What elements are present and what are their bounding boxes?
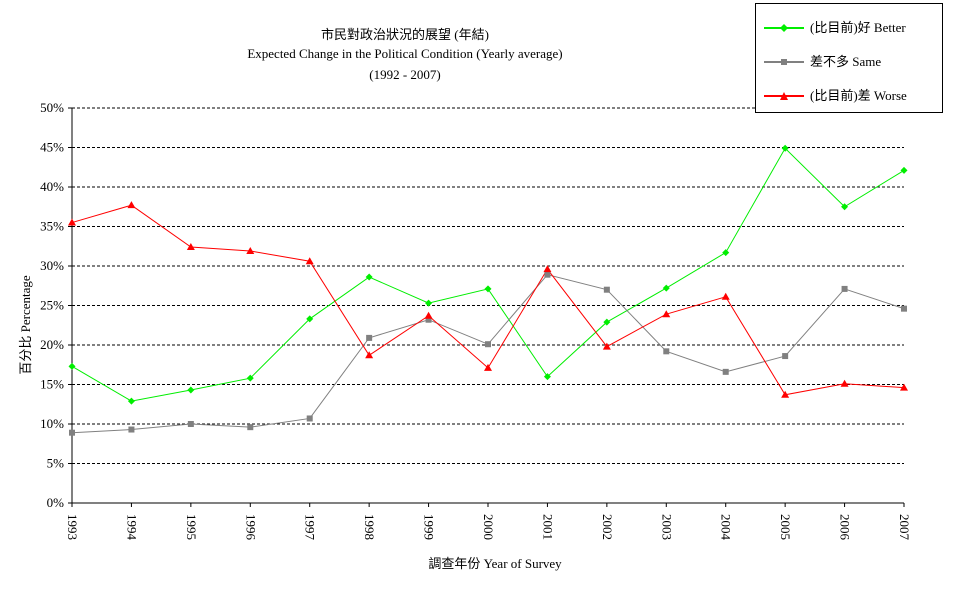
y-tick-label: 5% xyxy=(47,456,65,471)
series-line-0 xyxy=(71,147,905,402)
legend-marker-better xyxy=(780,24,788,32)
axes xyxy=(71,108,905,507)
data-point-better xyxy=(484,285,492,293)
x-tick-label: 2007 xyxy=(897,514,912,541)
y-tick-label: 40% xyxy=(40,179,64,194)
y-tick-label: 25% xyxy=(40,298,64,313)
x-tick-label: 1993 xyxy=(65,514,80,540)
data-point-better xyxy=(662,284,670,292)
y-tick-label: 15% xyxy=(40,377,64,392)
legend-label-better: (比目前)好 Better xyxy=(810,20,906,35)
data-point-same xyxy=(425,316,432,323)
chart-title-years: (1992 - 2007) xyxy=(369,67,441,82)
y-tick-label: 45% xyxy=(40,140,64,155)
x-tick-label: 2001 xyxy=(540,514,555,540)
x-tick-label: 2005 xyxy=(778,514,793,540)
x-tick-label: 1996 xyxy=(243,514,258,541)
data-point-same xyxy=(663,348,670,355)
chart-title-en: Expected Change in the Political Conditi… xyxy=(247,46,563,61)
x-tick-label: 2004 xyxy=(719,514,734,541)
data-point-same xyxy=(722,368,729,375)
data-point-better xyxy=(603,318,611,326)
data-point-same xyxy=(603,286,610,293)
data-point-worse xyxy=(246,246,255,254)
data-point-worse xyxy=(840,379,849,387)
data-point-better xyxy=(900,166,908,174)
data-point-worse xyxy=(68,218,76,226)
data-point-better xyxy=(187,386,195,394)
x-tick-label: 2006 xyxy=(838,514,853,541)
data-point-same xyxy=(841,285,848,292)
data-point-worse xyxy=(424,311,433,319)
data-point-same xyxy=(187,421,194,427)
chart-title-zh: 市民對政治狀況的展望 (年結) xyxy=(321,27,489,42)
data-point-worse xyxy=(127,201,136,209)
y-tick-label: 10% xyxy=(40,416,64,431)
data-point-same xyxy=(306,415,313,422)
data-point-better xyxy=(306,315,314,323)
data-point-better xyxy=(365,273,373,281)
data-point-same xyxy=(247,424,254,431)
legend-label-worse: (比目前)差 Worse xyxy=(810,88,907,103)
data-point-same xyxy=(544,271,551,278)
data-point-better xyxy=(781,144,789,152)
x-axis-label: 調查年份 Year of Survey xyxy=(428,556,562,571)
x-tick-label: 2002 xyxy=(600,514,615,540)
y-tick-label: 30% xyxy=(40,258,64,273)
x-tick-label: 1994 xyxy=(124,514,139,541)
data-point-worse xyxy=(365,351,374,359)
data-point-worse xyxy=(305,257,314,265)
data-point-worse xyxy=(186,243,195,251)
data-point-better xyxy=(68,362,76,370)
grid-lines xyxy=(68,107,904,504)
y-tick-label: 50% xyxy=(40,100,64,115)
series-markers xyxy=(68,144,908,436)
x-tick-label: 1995 xyxy=(184,514,199,540)
data-point-better xyxy=(425,299,433,307)
data-point-same xyxy=(69,429,75,436)
data-point-same xyxy=(366,334,373,341)
data-point-same xyxy=(782,353,789,360)
x-tick-label: 2000 xyxy=(481,514,496,540)
y-tick-label: 35% xyxy=(40,219,64,234)
data-point-better xyxy=(127,397,135,405)
y-tick-label: 20% xyxy=(40,337,64,352)
y-tick-labels: 0% 5% 10% 15% 20% 25% 30% 35% 40% 45% 50% xyxy=(40,100,64,510)
x-tick-label: 1997 xyxy=(303,514,318,541)
x-tick-label: 1999 xyxy=(422,514,437,540)
legend-marker-same xyxy=(781,59,787,65)
data-point-worse xyxy=(721,292,730,300)
data-point-better xyxy=(722,249,730,257)
data-point-better xyxy=(841,203,849,211)
legend: (比目前)好 Better 差不多 Same (比目前)差 Worse xyxy=(755,3,943,113)
legend-label-same: 差不多 Same xyxy=(810,54,882,69)
x-tick-label: 1998 xyxy=(362,514,377,540)
data-point-better xyxy=(543,373,551,381)
y-axis-label: 百分比 Percentage xyxy=(18,275,33,375)
legend-marker-worse xyxy=(780,92,788,100)
data-point-same xyxy=(128,426,135,433)
data-point-same xyxy=(485,341,491,348)
y-tick-label: 0% xyxy=(47,495,65,510)
data-point-better xyxy=(246,374,254,382)
data-point-worse xyxy=(662,310,671,318)
data-point-worse xyxy=(543,265,552,273)
data-point-worse xyxy=(602,342,611,350)
series-line-1 xyxy=(71,274,905,434)
data-point-worse xyxy=(484,363,492,371)
x-tick-labels: 1993 1994 1995 1996 1997 1998 1999 2000 2001 2002… xyxy=(65,514,912,541)
data-point-worse xyxy=(781,390,790,398)
x-tick-label: 2003 xyxy=(659,514,674,540)
data-point-same xyxy=(901,305,907,312)
data-point-worse xyxy=(900,383,908,391)
